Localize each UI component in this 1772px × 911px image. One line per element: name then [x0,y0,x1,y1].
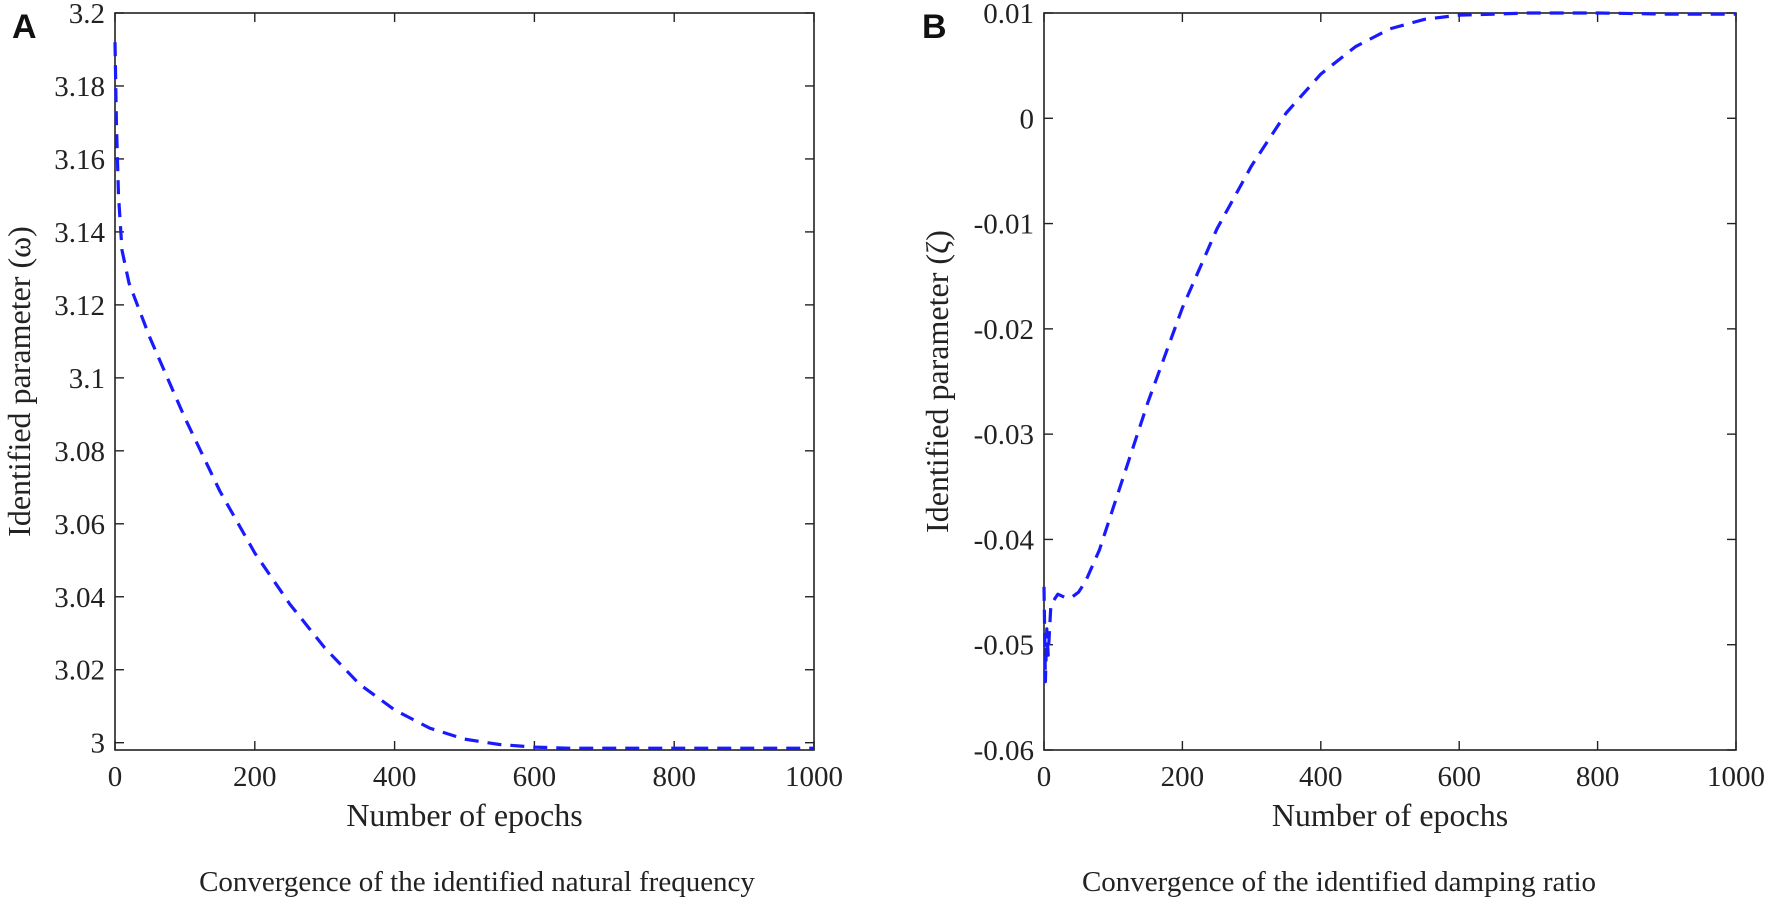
panel-b-x-tick-label: 200 [1161,761,1205,793]
panel-a-caption: Convergence of the identified natural fr… [199,866,755,898]
panel-a-y-tick-label: 3.16 [54,144,105,176]
panel-a-y-tick-label: 3 [91,728,106,760]
panel-a-x-tick-label: 400 [373,761,417,793]
panel-a-y-tick-label: 3.04 [54,582,105,614]
panel-a-chart: 0 200 400 600 800 1000 3 3.02 3.04 3.06 3.08 3.1 3.1… [1,0,843,833]
panel-b-x-axis-label: Number of epochs [1272,797,1508,833]
panel-b-caption: Convergence of the identified damping ra… [1081,866,1597,898]
panel-a-x-tick-label: 800 [652,761,696,793]
panel-b-series-line-0 [1042,11,1736,684]
panel-a-y-tick-label: 3.18 [54,71,105,103]
panel-b-chart: 0 200 400 600 800 1000 -0.06 -0.05 -0.04 -0.03 -0.… [919,0,1765,833]
panel-b-y-tick-label: -0.06 [974,735,1034,767]
panel-a-x-tick-label: 1000 [785,761,843,793]
panel-a-y-tick-label: 3.14 [54,217,105,249]
panel-a-x-tick-label: 200 [233,761,277,793]
panel-b-y-tick-label: -0.01 [974,209,1034,241]
panel-b-y-axis-label: Identified parameter (ζ) [919,230,955,533]
panel-a-y-tick-label: 3.08 [54,436,105,468]
panel-b-x-tick-label: 800 [1576,761,1620,793]
panel-a-panel-label: A [12,8,37,46]
panel-b-y-tick-label: -0.04 [974,524,1035,556]
panel-a-x-tick-label: 0 [108,761,123,793]
panel-b-y-tick-label: 0.01 [983,0,1034,30]
panel-a-y-tick-label: 3.2 [69,0,105,30]
panel-b-x-tick-label: 600 [1437,761,1481,793]
panel-b-y-tick-label: 0 [1020,103,1035,135]
panel-b-y-tick-label: -0.02 [974,314,1034,346]
panel-a-y-tick-label: 3.06 [54,509,105,541]
panel-b-panel-label: B [922,8,947,46]
panel-a-axes-frame [114,12,815,751]
panel-b-x-tick-label: 1000 [1707,761,1765,793]
panel-b-y-tick-label: -0.05 [974,630,1034,662]
panel-a-y-axis-label: Identified parameter (ω) [1,226,37,537]
panel-a-y-tick-label: 3.12 [54,290,105,322]
panel-a-series-line-0 [113,42,814,750]
panel-b-axes-frame [1043,12,1737,751]
panel-b-y-tick-label: -0.03 [974,419,1034,451]
panel-b-x-tick-label: 0 [1037,761,1052,793]
panel-a-y-tick-label: 3.02 [54,655,105,687]
panel-b-x-tick-label: 400 [1299,761,1343,793]
panel-a-x-tick-label: 600 [513,761,557,793]
panel-a-y-tick-label: 3.1 [69,363,105,395]
panel-a-x-axis-label: Number of epochs [346,797,582,833]
